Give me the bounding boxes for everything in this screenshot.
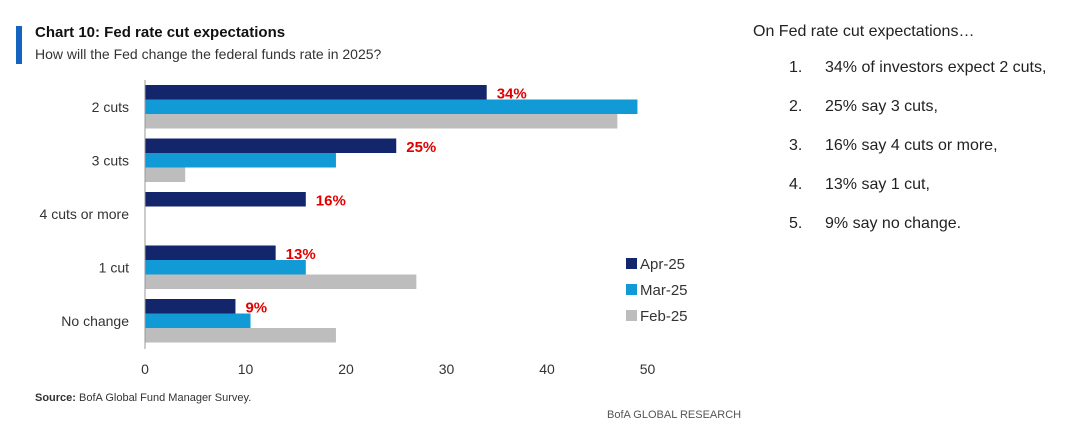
source-text: BofA Global Fund Manager Survey. xyxy=(79,392,252,404)
category-label: 1 cut xyxy=(99,259,129,275)
notes-item: 3. 16% say 4 cuts or more, xyxy=(753,134,998,173)
bar-chart: 2 cuts 34% 3 cuts 25% 4 cuts or more 16% 1 cut… xyxy=(40,80,688,377)
notes-heading: On Fed rate cut expectations… xyxy=(753,23,975,40)
notes-item-text: 25% say 3 cuts, xyxy=(825,98,938,115)
notes-item-text: 9% say no change. xyxy=(825,215,962,232)
bar-feb-25 xyxy=(145,114,618,129)
bar-apr-25 xyxy=(145,138,397,153)
legend-label: Feb-25 xyxy=(640,308,688,325)
notes-item-number: 4. xyxy=(789,176,803,193)
notes-item-number: 5. xyxy=(789,215,803,232)
legend-label: Apr-25 xyxy=(640,256,685,273)
category-label: No change xyxy=(61,313,129,329)
bar-apr-25 xyxy=(145,245,276,260)
category-label: 4 cuts or more xyxy=(40,206,130,222)
x-tick-label: 20 xyxy=(338,361,354,377)
legend-swatch xyxy=(626,284,637,295)
x-tick-label: 0 xyxy=(141,361,149,377)
bar-apr-25 xyxy=(145,85,487,100)
bar-mar-25 xyxy=(145,99,638,114)
bar-apr-25 xyxy=(145,299,236,314)
source-label: Source: xyxy=(35,392,76,404)
notes-item-number: 2. xyxy=(789,98,803,115)
bar-feb-25 xyxy=(145,274,417,289)
bar-feb-25 xyxy=(145,167,186,182)
bar-apr-25 xyxy=(145,192,306,207)
notes-item: 2. 25% say 3 cuts, xyxy=(753,95,974,134)
legend-swatch xyxy=(626,258,637,269)
bar-feb-25 xyxy=(145,328,336,343)
data-label: 34% xyxy=(497,85,527,102)
x-tick-label: 30 xyxy=(439,361,455,377)
legend-label: Mar-25 xyxy=(640,282,688,299)
notes-panel: On Fed rate cut expectations… 1. 34% of i… xyxy=(753,20,1046,251)
title-accent-bar xyxy=(16,26,22,64)
brand-label: BofA GLOBAL RESEARCH xyxy=(607,409,742,421)
notes-list: 1. 34% of investors expect 2 cuts, 2. 25% … xyxy=(753,56,1046,251)
notes-item: 5. 9% say no change. xyxy=(753,212,974,251)
notes-item-number: 1. xyxy=(789,59,803,76)
notes-item-number: 3. xyxy=(789,137,803,154)
legend-swatch xyxy=(626,310,637,321)
x-tick-label: 50 xyxy=(640,361,656,377)
notes-item: 4. 13% say 1 cut, xyxy=(753,173,974,212)
data-label: 9% xyxy=(245,299,267,316)
category-label: 3 cuts xyxy=(92,152,129,168)
notes-item-text: 16% say 4 cuts or more, xyxy=(825,137,998,154)
notes-item-text: 34% of investors expect 2 cuts, xyxy=(825,59,1047,76)
x-tick-label: 10 xyxy=(238,361,254,377)
data-label: 25% xyxy=(406,139,436,156)
data-label: 13% xyxy=(286,246,316,263)
bar-mar-25 xyxy=(145,313,251,328)
chart-subtitle: How will the Fed change the federal fund… xyxy=(35,46,382,62)
x-tick-label: 40 xyxy=(539,361,555,377)
bar-mar-25 xyxy=(145,153,336,168)
chart-title: Chart 10: Fed rate cut expectations xyxy=(35,24,286,41)
category-label: 2 cuts xyxy=(92,99,129,115)
data-label: 16% xyxy=(316,192,346,209)
source-note: Source: BofA Global Fund Manager Survey. xyxy=(35,392,251,404)
notes-item-text: 13% say 1 cut, xyxy=(825,176,930,193)
notes-item: 1. 34% of investors expect 2 cuts, xyxy=(753,56,1046,95)
bar-mar-25 xyxy=(145,260,306,275)
